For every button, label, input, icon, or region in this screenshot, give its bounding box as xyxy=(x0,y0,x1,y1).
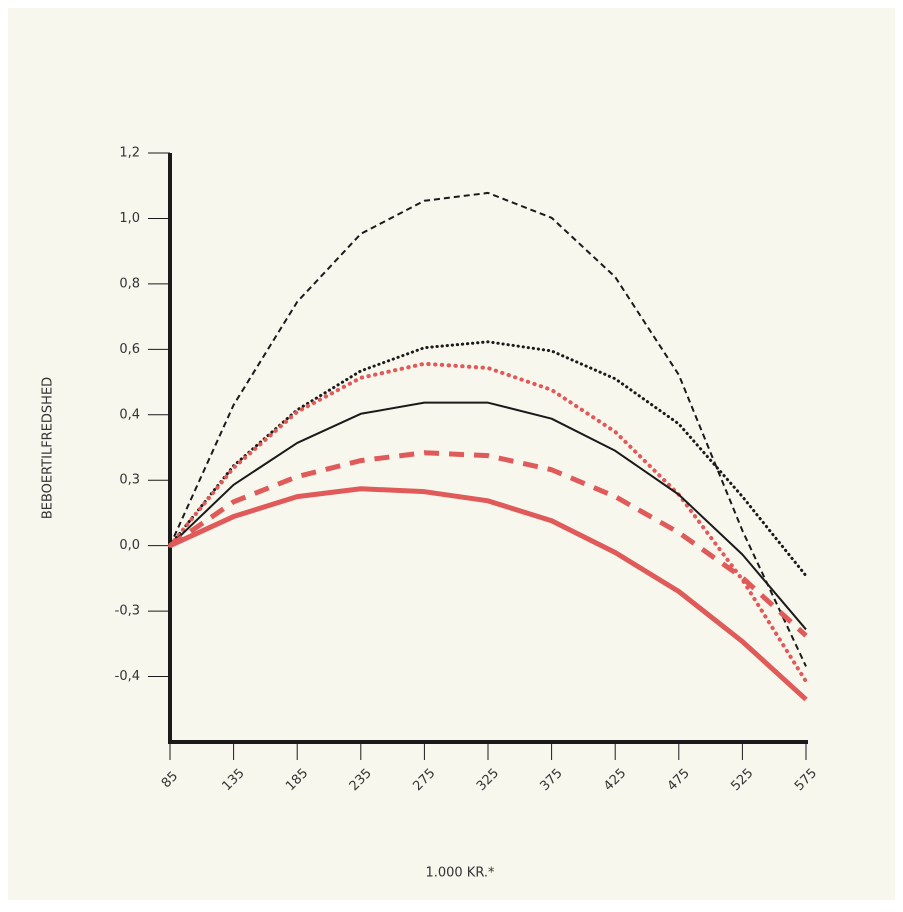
y-tick-label: 0,6 xyxy=(119,342,140,357)
line-series xyxy=(168,340,808,578)
line-series xyxy=(169,191,807,667)
y-tick-label: 0,8 xyxy=(119,276,140,291)
y-tick-label: 1,0 xyxy=(119,211,140,226)
y-axis-label: BEBOERTILFREDSHED xyxy=(41,377,56,519)
y-tick-label: -0,4 xyxy=(115,669,140,684)
y-tick-label: 0,3 xyxy=(119,473,140,488)
line-series xyxy=(168,361,808,684)
y-tick-label: -0,3 xyxy=(115,604,140,619)
line-series xyxy=(168,486,808,702)
y-tick-label: 0,0 xyxy=(119,538,140,553)
line-series xyxy=(169,401,807,631)
y-tick-label: 0,4 xyxy=(119,407,140,422)
x-axis-label: 1.000 KR.* xyxy=(425,866,495,881)
line-series xyxy=(168,450,808,638)
y-tick-label: 1,2 xyxy=(119,146,140,161)
